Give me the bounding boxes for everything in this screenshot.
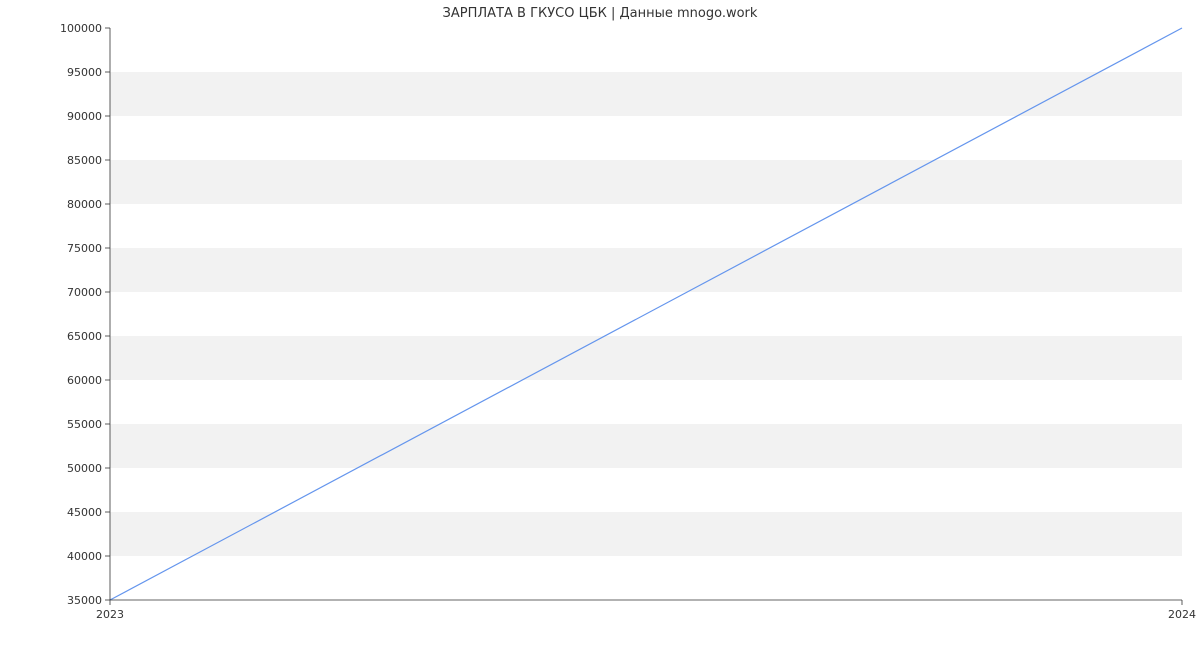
svg-text:55000: 55000 [67,418,102,431]
svg-text:45000: 45000 [67,506,102,519]
svg-text:90000: 90000 [67,110,102,123]
chart-container: ЗАРПЛАТА В ГКУСО ЦБК | Данные mnogo.work… [0,0,1200,650]
svg-text:70000: 70000 [67,286,102,299]
svg-text:85000: 85000 [67,154,102,167]
chart-svg: 35000 40000 45000 50000 55000 60000 65000 70000… [0,0,1200,650]
svg-text:100000: 100000 [60,22,102,35]
svg-text:65000: 65000 [67,330,102,343]
svg-text:75000: 75000 [67,242,102,255]
svg-text:2024: 2024 [1168,608,1196,621]
svg-text:60000: 60000 [67,374,102,387]
svg-text:80000: 80000 [67,198,102,211]
chart-title: ЗАРПЛАТА В ГКУСО ЦБК | Данные mnogo.work [0,6,1200,21]
svg-text:40000: 40000 [67,550,102,563]
svg-text:35000: 35000 [67,594,102,607]
svg-text:2023: 2023 [96,608,124,621]
svg-text:95000: 95000 [67,66,102,79]
svg-text:50000: 50000 [67,462,102,475]
